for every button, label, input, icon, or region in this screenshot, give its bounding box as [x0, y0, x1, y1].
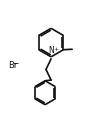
- Text: Br: Br: [8, 61, 17, 70]
- Text: N: N: [48, 46, 54, 55]
- Text: −: −: [12, 59, 19, 68]
- Text: +: +: [53, 47, 58, 52]
